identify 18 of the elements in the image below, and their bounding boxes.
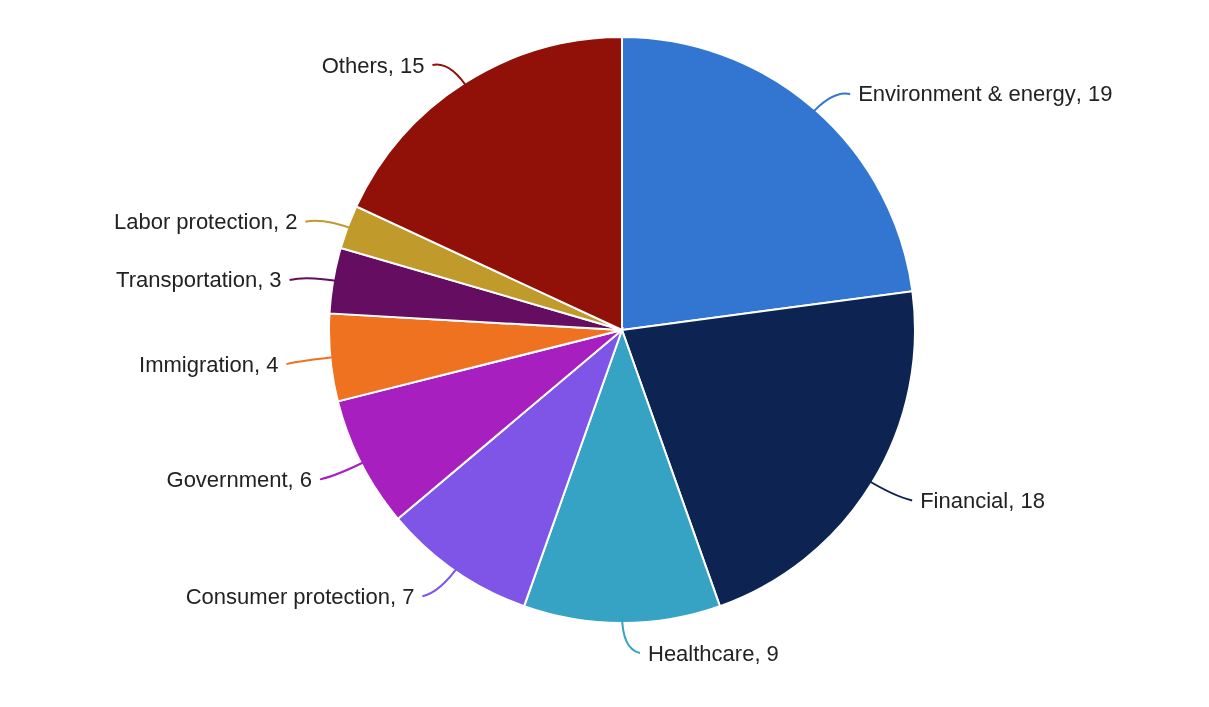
slice-label: Transportation	[116, 267, 258, 293]
data-label: , 6	[287, 466, 313, 492]
data-label: , 19	[1075, 81, 1113, 107]
data-label: , 3	[257, 267, 282, 293]
slice-label: Consumer protection	[185, 583, 390, 609]
data-label: , 15	[387, 52, 425, 78]
slice-label: Healthcare	[648, 640, 755, 666]
slice-label: Others	[321, 52, 388, 78]
data-label: , 4	[253, 351, 279, 377]
slice-label: Government	[166, 466, 288, 492]
slice-label: Immigration	[139, 351, 254, 377]
slice-label: Financial	[920, 487, 1009, 513]
data-label: , 2	[272, 209, 298, 235]
slice-label: Environment & energy	[858, 81, 1076, 107]
data-label: , 7	[389, 583, 415, 609]
slice-label: Labor protection	[113, 209, 273, 235]
data-label: , 9	[754, 640, 779, 666]
data-label: , 18	[1008, 487, 1045, 513]
